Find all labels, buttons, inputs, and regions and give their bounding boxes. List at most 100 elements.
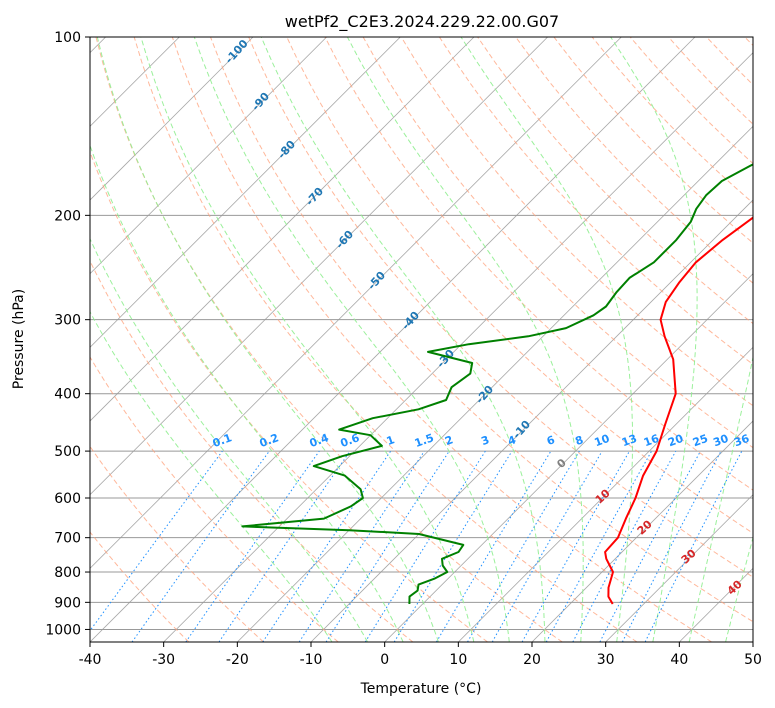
x-tick-label: -20	[226, 652, 249, 668]
dry-adiabat-line	[400, 37, 753, 407]
mixing-ratio-label: 0.4	[308, 431, 331, 450]
moist-adiabat-line	[90, 144, 404, 642]
isobar-lines	[90, 37, 753, 630]
moist-adiabat-label: 20	[635, 517, 655, 537]
dry-adiabat-line	[90, 356, 339, 642]
dry-adiabat-line	[324, 37, 753, 491]
moist-adiabat-line	[260, 37, 546, 642]
y-axis-label: Pressure (hPa)	[11, 289, 27, 389]
isotherm-line	[752, 641, 753, 642]
moist-adiabat-label: 30	[679, 546, 699, 566]
mixing-ratio-line	[435, 450, 552, 642]
dry-adiabat-label: -90	[249, 90, 272, 114]
y-tick-label: 300	[54, 313, 81, 329]
x-tick-label: 40	[670, 652, 688, 668]
moist-adiabat-label: 0	[554, 456, 569, 471]
isotherm-line	[237, 125, 753, 642]
mixing-ratio-line	[218, 450, 351, 642]
mixing-ratio-label: 25	[691, 432, 710, 449]
isotherm-line	[90, 37, 327, 275]
reference-line-labels: -100-90-80-70-60-50-40-30-20-100.1 0.2 0.4…	[211, 37, 751, 598]
isotherm-line	[163, 52, 753, 642]
mixing-ratio-label: 36	[732, 432, 751, 450]
mixing-ratio-label: 1.5	[413, 431, 436, 450]
dry-adiabat-line	[90, 150, 488, 642]
dry-adiabat-line	[171, 37, 712, 642]
x-tick-label: -10	[300, 652, 323, 668]
y-tick-label: 500	[54, 444, 81, 460]
dry-adiabat-line	[553, 37, 753, 244]
dry-adiabat-label: -100	[223, 37, 251, 66]
mixing-ratio-line	[131, 450, 270, 642]
mixing-ratio-line	[90, 450, 223, 632]
dry-adiabat-line	[133, 37, 638, 642]
y-tick-label: 1000	[45, 622, 81, 638]
isotherm-line	[90, 37, 696, 642]
y-axis-ticks: 100 200 300 400 500 600 700 800 900 1000	[45, 30, 90, 638]
mixing-ratio-label: 0.2	[258, 431, 281, 450]
mixing-ratio-lines	[90, 450, 743, 642]
isotherm-line	[458, 346, 753, 642]
moist-adiabat-label: 40	[725, 577, 745, 597]
dry-adiabat-line	[90, 445, 264, 642]
mixing-ratio-label: 3	[479, 433, 491, 448]
mixing-ratio-line	[298, 450, 425, 642]
x-tick-label: -40	[79, 652, 102, 668]
y-tick-label: 700	[54, 531, 81, 547]
mixing-ratio-label: 0.1	[211, 431, 234, 450]
dry-adiabat-line	[438, 37, 753, 366]
isotherm-line	[90, 37, 475, 422]
dry-adiabat-label: -50	[365, 269, 388, 293]
mixing-ratio-line	[545, 450, 653, 642]
plot-area: -100-90-80-70-60-50-40-30-20-100.1 0.2 0.4…	[90, 37, 753, 642]
y-tick-label: 900	[54, 595, 81, 611]
mixing-ratio-label: 20	[666, 432, 685, 450]
mixing-ratio-label: 6	[545, 433, 557, 448]
dewpoint-profile-line	[241, 163, 753, 605]
mixing-ratio-label: 8	[573, 433, 585, 448]
dry-adiabat-line	[515, 37, 753, 284]
x-tick-label: 20	[523, 652, 541, 668]
moist-adiabat-line	[688, 355, 753, 642]
moist-adiabat-label: 10	[593, 486, 613, 506]
dry-adiabat-lines	[90, 37, 753, 642]
mixing-ratio-line	[521, 450, 630, 642]
mixing-ratio-line	[262, 450, 392, 642]
mixing-ratio-line	[644, 450, 743, 642]
mixing-ratio-label: 13	[620, 432, 639, 449]
dry-adiabat-line	[706, 37, 753, 86]
moist-adiabat-line	[725, 535, 753, 642]
dry-adiabat-line	[248, 37, 753, 578]
dry-adiabat-line	[362, 37, 753, 449]
isotherm-line	[531, 420, 753, 642]
mixing-ratio-line	[393, 450, 513, 642]
y-tick-label: 200	[54, 208, 81, 224]
isotherm-line	[90, 37, 622, 569]
temperature-profile-line	[604, 216, 753, 605]
moist-adiabat-line	[90, 237, 369, 642]
moist-adiabat-line	[610, 37, 698, 642]
dry-adiabat-line	[744, 37, 753, 47]
mixing-ratio-line	[185, 450, 320, 642]
y-tick-label: 400	[54, 387, 81, 403]
isotherm-line	[90, 37, 548, 496]
chart-title: wetPf2_C2E3.2024.229.22.00.G07	[285, 12, 559, 32]
moist-adiabat-line	[346, 37, 584, 642]
y-tick-label: 100	[54, 30, 81, 46]
mixing-ratio-label: 10	[593, 432, 612, 450]
x-tick-label: 10	[449, 652, 467, 668]
x-tick-label: 0	[380, 652, 389, 668]
mixing-ratio-label: 0.6	[339, 431, 362, 450]
isotherm-line	[90, 37, 254, 201]
mixing-ratio-label: 2	[443, 433, 455, 448]
y-tick-label: 800	[54, 565, 81, 581]
x-tick-label: 30	[597, 652, 615, 668]
y-tick-label: 600	[54, 491, 81, 507]
isotherm-line	[310, 199, 753, 642]
moist-adiabat-lines	[90, 37, 753, 642]
mixing-ratio-label: 1	[385, 433, 397, 448]
x-tick-label: -30	[152, 652, 175, 668]
profile-lines	[241, 163, 753, 605]
moist-adiabat-line	[140, 37, 475, 642]
isotherm-line	[384, 273, 753, 642]
